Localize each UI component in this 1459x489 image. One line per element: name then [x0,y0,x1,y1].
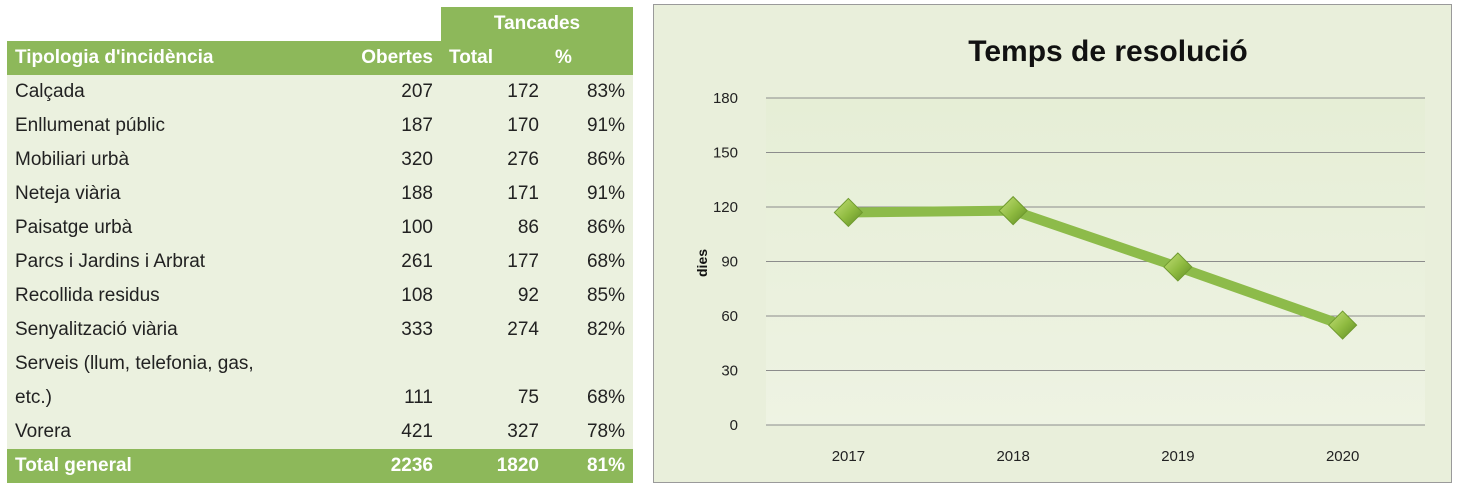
y-tick-label: 150 [713,145,738,162]
header-type: Tipologia d'incidència [7,41,339,75]
empty-cell [441,347,547,381]
row-type: Parcs i Jardins i Arbrat [7,245,339,279]
row-type: Paisatge urbà [7,211,339,245]
y-tick-label: 180 [713,90,738,107]
x-tick-label: 2020 [1326,448,1359,465]
group-header-row: Tancades [7,7,633,41]
data-point-marker [1163,252,1193,282]
data-point-marker [998,195,1028,226]
table-row: Calçada 207 172 83% [7,75,633,109]
row-pct: 91% [547,109,633,143]
total-pct: 81% [547,449,633,483]
row-type: Enllumenat públic [7,109,339,143]
y-tick-labels: 0 30 60 90 120 150 180 [713,90,738,434]
empty-cell [547,347,633,381]
row-pct: 68% [547,245,633,279]
y-tick-label: 90 [721,254,738,271]
row-open: 207 [339,75,441,109]
row-total: 172 [441,75,547,109]
row-open: 108 [339,279,441,313]
row-open: 320 [339,143,441,177]
empty-cell [339,347,441,381]
row-total: 86 [441,211,547,245]
table-row: etc.) 111 75 68% [7,381,633,415]
total-row: Total general 2236 1820 81% [7,449,633,483]
x-tick-label: 2019 [1161,448,1194,465]
row-type: Neteja viària [7,177,339,211]
row-type: Serveis (llum, telefonia, gas, [7,347,339,381]
group-header-tancades: Tancades [441,7,633,41]
incidents-table-panel: Tancades Tipologia d'incidència Obertes … [7,7,633,483]
y-tick-label: 30 [721,363,738,380]
table-row: Neteja viària 188 171 91% [7,177,633,211]
row-type: Calçada [7,75,339,109]
total-total: 1820 [441,449,547,483]
data-point-marker [1327,310,1358,340]
table-row: Enllumenat públic 187 170 91% [7,109,633,143]
resolution-time-chart: Temps de resolució dies 0 30 60 90 120 150 180… [653,4,1452,483]
row-open: 421 [339,415,441,449]
row-open: 333 [339,313,441,347]
y-tick-label: 0 [730,417,738,434]
row-pct: 86% [547,143,633,177]
row-pct: 85% [547,279,633,313]
row-open: 111 [339,381,441,415]
empty-header-cell [7,7,339,41]
row-total: 170 [441,109,547,143]
row-pct: 68% [547,381,633,415]
y-tick-label: 60 [721,308,738,325]
row-open: 261 [339,245,441,279]
y-axis-title: dies [694,249,710,277]
row-pct: 82% [547,313,633,347]
total-open: 2236 [339,449,441,483]
row-total: 274 [441,313,547,347]
empty-header-cell [339,7,441,41]
table-row: Recollida residus 108 92 85% [7,279,633,313]
table-row: Mobiliari urbà 320 276 86% [7,143,633,177]
row-type: Recollida residus [7,279,339,313]
x-tick-label: 2018 [996,448,1029,465]
table-row: Paisatge urbà 100 86 86% [7,211,633,245]
total-label: Total general [7,449,339,483]
header-total: Total [441,41,547,75]
series-path [843,205,1348,331]
row-total: 276 [441,143,547,177]
x-tick-labels: 2017 2018 2019 2020 [832,448,1360,465]
column-header-row: Tipologia d'incidència Obertes Total % [7,41,633,75]
series-line [843,205,1348,331]
header-pct: % [547,41,633,75]
row-type: Senyalització viària [7,313,339,347]
row-open: 188 [339,177,441,211]
table-row: Parcs i Jardins i Arbrat 261 177 68% [7,245,633,279]
row-type-continuation: etc.) [7,381,339,415]
row-pct: 91% [547,177,633,211]
chart-title: Temps de resolució [968,35,1248,68]
series-markers [833,195,1358,340]
row-open: 100 [339,211,441,245]
y-tick-label: 120 [713,199,738,216]
row-total: 75 [441,381,547,415]
table-row: Vorera 421 327 78% [7,415,633,449]
row-open: 187 [339,109,441,143]
incidents-table: Tancades Tipologia d'incidència Obertes … [7,7,633,483]
header-open: Obertes [339,41,441,75]
table-row: Serveis (llum, telefonia, gas, [7,347,633,381]
gridlines [766,97,1425,426]
row-type: Mobiliari urbà [7,143,339,177]
row-total: 92 [441,279,547,313]
row-pct: 78% [547,415,633,449]
table-row: Senyalització viària 333 274 82% [7,313,633,347]
x-tick-label: 2017 [832,448,865,465]
row-pct: 86% [547,211,633,245]
row-type: Vorera [7,415,339,449]
row-pct: 83% [547,75,633,109]
chart-svg: Temps de resolució dies 0 30 60 90 120 150 180… [694,35,1425,465]
row-total: 327 [441,415,547,449]
row-total: 177 [441,245,547,279]
data-point-marker [833,197,864,228]
row-total: 171 [441,177,547,211]
